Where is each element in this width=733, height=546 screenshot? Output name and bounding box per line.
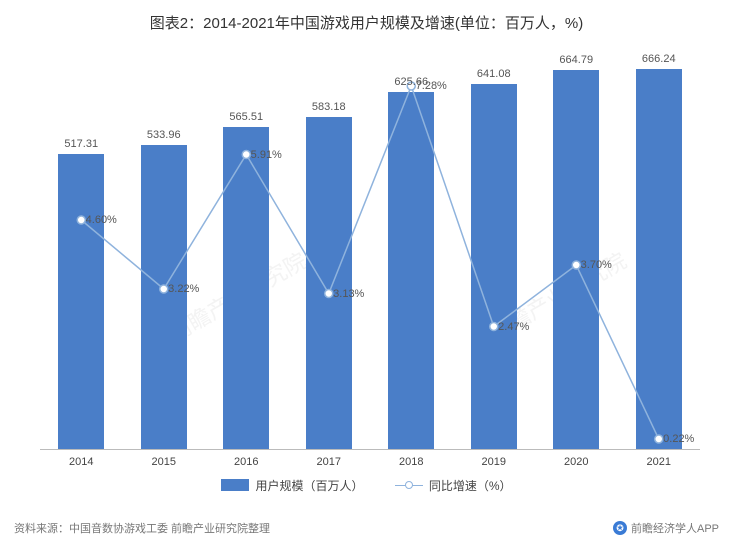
x-tick-label: 2014 — [51, 456, 111, 468]
bar-value-label: 517.31 — [41, 138, 121, 150]
source-text: 资料来源：中国音数协游戏工委 前瞻产业研究院整理 — [14, 520, 270, 536]
line-value-label: 5.91% — [251, 149, 282, 161]
x-tick-label: 2016 — [216, 456, 276, 468]
line-value-label: 3.13% — [333, 288, 364, 300]
x-tick-label: 2021 — [629, 456, 689, 468]
x-tick-label: 2019 — [464, 456, 524, 468]
bar — [141, 145, 187, 450]
line-value-label: 2.47% — [498, 321, 529, 333]
bar-value-label: 664.79 — [536, 54, 616, 66]
x-axis-line — [40, 449, 700, 450]
footer: 资料来源：中国音数协游戏工委 前瞻产业研究院整理 ✪ 前瞻经济学人APP — [14, 520, 719, 536]
x-tick-label: 2017 — [299, 456, 359, 468]
legend-item-line: 同比增速（%） — [395, 477, 512, 494]
line-value-label: 4.60% — [86, 214, 117, 226]
legend: 用户规模（百万人） 同比增速（%） — [0, 477, 733, 495]
x-tick-label: 2018 — [381, 456, 441, 468]
chart-plot-area: 前瞻产业研究院 前瞻产业研究院 4.60%3.22%5.91%3.13%7.28… — [40, 50, 700, 450]
line-value-label: 3.22% — [168, 283, 199, 295]
bar — [636, 69, 682, 450]
globe-icon: ✪ — [613, 521, 627, 535]
bar-value-label: 666.24 — [619, 53, 699, 65]
line-value-label: 0.22% — [663, 433, 694, 445]
brand-text: 前瞻经济学人APP — [631, 520, 719, 536]
bar — [306, 117, 352, 450]
bar — [471, 84, 517, 450]
bar-value-label: 641.08 — [454, 68, 534, 80]
bar-value-label: 583.18 — [289, 101, 369, 113]
legend-bar-label: 用户规模（百万人） — [255, 477, 363, 494]
bar — [223, 127, 269, 450]
x-tick-label: 2020 — [546, 456, 606, 468]
legend-line-label: 同比增速（%） — [429, 477, 512, 494]
x-tick-label: 2015 — [134, 456, 194, 468]
bar-value-label: 533.96 — [124, 129, 204, 141]
bar — [58, 154, 104, 450]
legend-bar-swatch — [221, 479, 249, 491]
legend-line-swatch — [395, 479, 423, 491]
brand: ✪ 前瞻经济学人APP — [613, 520, 719, 536]
chart-title: 图表2：2014-2021年中国游戏用户规模及增速(单位：百万人，%) — [0, 0, 733, 33]
line-value-label: 3.70% — [581, 259, 612, 271]
legend-item-bar: 用户规模（百万人） — [221, 477, 363, 494]
bar — [388, 92, 434, 450]
bar-value-label: 625.66 — [371, 76, 451, 88]
bar-value-label: 565.51 — [206, 111, 286, 123]
bar-series — [40, 50, 700, 450]
